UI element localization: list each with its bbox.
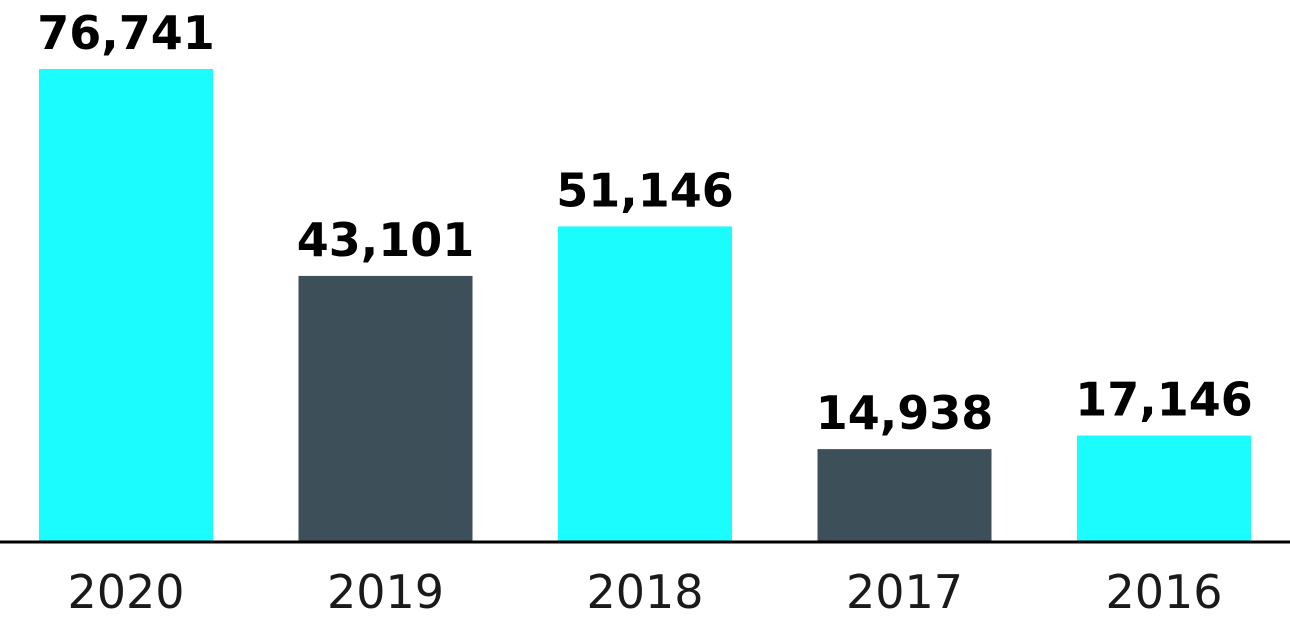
bar-2018 bbox=[558, 226, 732, 542]
value-label-2019: 43,101 bbox=[297, 213, 475, 267]
value-label-2017: 14,938 bbox=[816, 386, 994, 440]
tick-label-2019: 2019 bbox=[327, 565, 444, 619]
bar-2020 bbox=[39, 69, 213, 541]
tick-label-2016: 2016 bbox=[1105, 565, 1222, 619]
bar-2016 bbox=[1077, 435, 1251, 541]
tick-label-2020: 2020 bbox=[67, 565, 184, 619]
tick-label-2018: 2018 bbox=[586, 565, 703, 619]
bar-2019 bbox=[298, 275, 473, 541]
tick-label-2017: 2017 bbox=[846, 565, 963, 619]
value-label-2016: 17,146 bbox=[1075, 373, 1253, 427]
value-label-2020: 76,741 bbox=[37, 6, 215, 60]
bar-2017 bbox=[817, 449, 992, 541]
value-labels: 76,741 43,101 51,146 14,938 17,146 bbox=[37, 6, 1253, 440]
x-tick-labels: 2020 2019 2018 2017 2016 bbox=[67, 565, 1222, 619]
bars bbox=[39, 69, 1251, 542]
value-label-2018: 51,146 bbox=[556, 163, 734, 217]
